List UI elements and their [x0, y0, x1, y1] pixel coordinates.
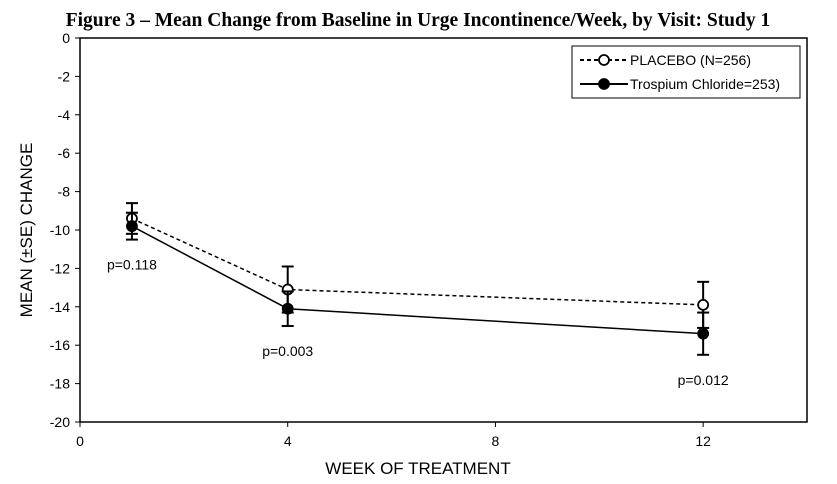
y-tick-label: -12: [50, 260, 70, 276]
x-axis-label: WEEK OF TREATMENT: [325, 459, 510, 478]
y-tick-label: -6: [58, 145, 71, 161]
y-tick-label: -4: [58, 107, 71, 123]
y-tick-label: -2: [58, 68, 71, 84]
y-axis: 0 -2 -4 -6 -8 -10 -12 -14 -16 -18 -20: [50, 30, 80, 430]
legend-item: Trospium Chloride=253): [580, 76, 780, 92]
legend-label: Trospium Chloride=253): [630, 76, 780, 92]
series-layer: [125, 202, 710, 356]
y-tick-label: -10: [50, 222, 70, 238]
x-tick-label: 0: [76, 433, 84, 449]
data-point: [281, 302, 294, 315]
x-axis: 0 4 8 12: [76, 422, 711, 449]
y-tick-label: 0: [62, 30, 70, 46]
legend: PLACEBO (N=256) Trospium Chloride=253): [571, 45, 801, 99]
p-value-label: p=0.012: [678, 372, 729, 388]
y-tick-label: -8: [58, 184, 71, 200]
series-line: [131, 225, 704, 335]
annotations: p=0.118 p=0.003 p=0.012: [107, 257, 729, 388]
y-axis-label: MEAN (±SE) CHANGE: [17, 143, 36, 318]
series-2: [125, 211, 710, 356]
y-tick-label: -18: [50, 376, 70, 392]
chart-title: Figure 3 – Mean Change from Baseline in …: [66, 10, 771, 31]
legend-marker: [598, 54, 610, 66]
p-value-label: p=0.003: [262, 343, 313, 359]
legend-item: PLACEBO (N=256): [580, 52, 751, 68]
data-point: [126, 220, 138, 233]
series-1: [125, 202, 710, 329]
x-tick-label: 8: [492, 433, 500, 449]
series-line: [131, 217, 704, 306]
data-point: [697, 327, 710, 340]
legend-box: [571, 45, 801, 99]
y-tick-label: -16: [50, 337, 70, 353]
x-tick-label: 12: [695, 433, 711, 449]
legend-label: PLACEBO (N=256): [630, 52, 751, 68]
y-tick-label: -14: [50, 299, 70, 315]
y-tick-label: -20: [50, 414, 70, 430]
data-point: [697, 298, 710, 311]
p-value-label: p=0.118: [107, 257, 157, 273]
x-tick-label: 4: [284, 433, 292, 449]
legend-marker: [598, 78, 610, 90]
